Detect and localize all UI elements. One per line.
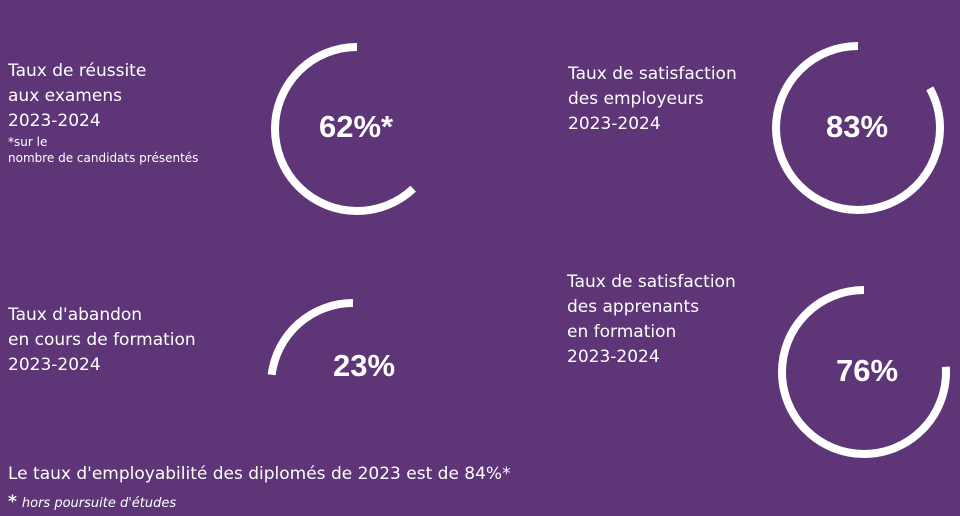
gauge-value: 62%* bbox=[319, 109, 394, 144]
gauge-arc bbox=[772, 42, 944, 214]
gauge-value: 23% bbox=[333, 348, 396, 383]
ring-gauge bbox=[778, 286, 950, 458]
gauge-value: 76% bbox=[836, 353, 899, 388]
ring-gauge bbox=[267, 299, 439, 471]
stat-label-line: Taux de réussite bbox=[8, 61, 147, 81]
stat-label-line: Taux d'abandon bbox=[8, 305, 143, 325]
stat-footnote-line: *sur le bbox=[8, 135, 48, 149]
employability-statement: Le taux d'employabilité des diplomés de … bbox=[8, 464, 511, 484]
stat-footnote-line: nombre de candidats présentés bbox=[8, 151, 199, 165]
gauge-exam-success: 62%* bbox=[267, 39, 447, 219]
stat-label-exam-success: Taux de réussite aux examens 2023-2024 *… bbox=[8, 59, 198, 166]
ring-gauge bbox=[271, 43, 443, 215]
stat-label-line: en cours de formation bbox=[8, 330, 196, 350]
gauge-value: 83% bbox=[826, 109, 889, 144]
gauge-learner-satisfaction: 76% bbox=[774, 282, 954, 462]
stat-label-line: 2023-2024 bbox=[8, 355, 101, 375]
gauge-dropout: 23% bbox=[263, 295, 443, 475]
stat-label-line: des apprenants bbox=[567, 297, 700, 317]
stat-label-line: des employeurs bbox=[568, 89, 704, 109]
footnote: * hors poursuite d'études bbox=[8, 492, 176, 512]
ring-gauge bbox=[772, 42, 944, 214]
stat-label-employer-satisfaction: Taux de satisfaction des employeurs 2023… bbox=[568, 62, 737, 137]
stat-label-line: en formation bbox=[567, 322, 677, 342]
stat-label-line: Taux de satisfaction bbox=[567, 272, 736, 292]
footnote-text: hors poursuite d'études bbox=[21, 496, 177, 511]
gauge-arc bbox=[778, 286, 950, 458]
gauge-arc bbox=[267, 299, 439, 471]
stat-label-line: 2023-2024 bbox=[8, 111, 101, 131]
stat-label-dropout: Taux d'abandon en cours de formation 202… bbox=[8, 303, 196, 378]
stat-label-line: Taux de satisfaction bbox=[568, 64, 737, 84]
footnote-asterisk: * bbox=[8, 492, 17, 512]
stat-label-learner-satisfaction: Taux de satisfaction des apprenants en f… bbox=[567, 270, 736, 370]
stat-label-line: 2023-2024 bbox=[568, 114, 661, 134]
stat-label-line: aux examens bbox=[8, 86, 122, 106]
gauge-employer-satisfaction: 83% bbox=[768, 38, 948, 218]
stat-label-line: 2023-2024 bbox=[567, 347, 660, 367]
gauge-arc bbox=[271, 43, 443, 215]
